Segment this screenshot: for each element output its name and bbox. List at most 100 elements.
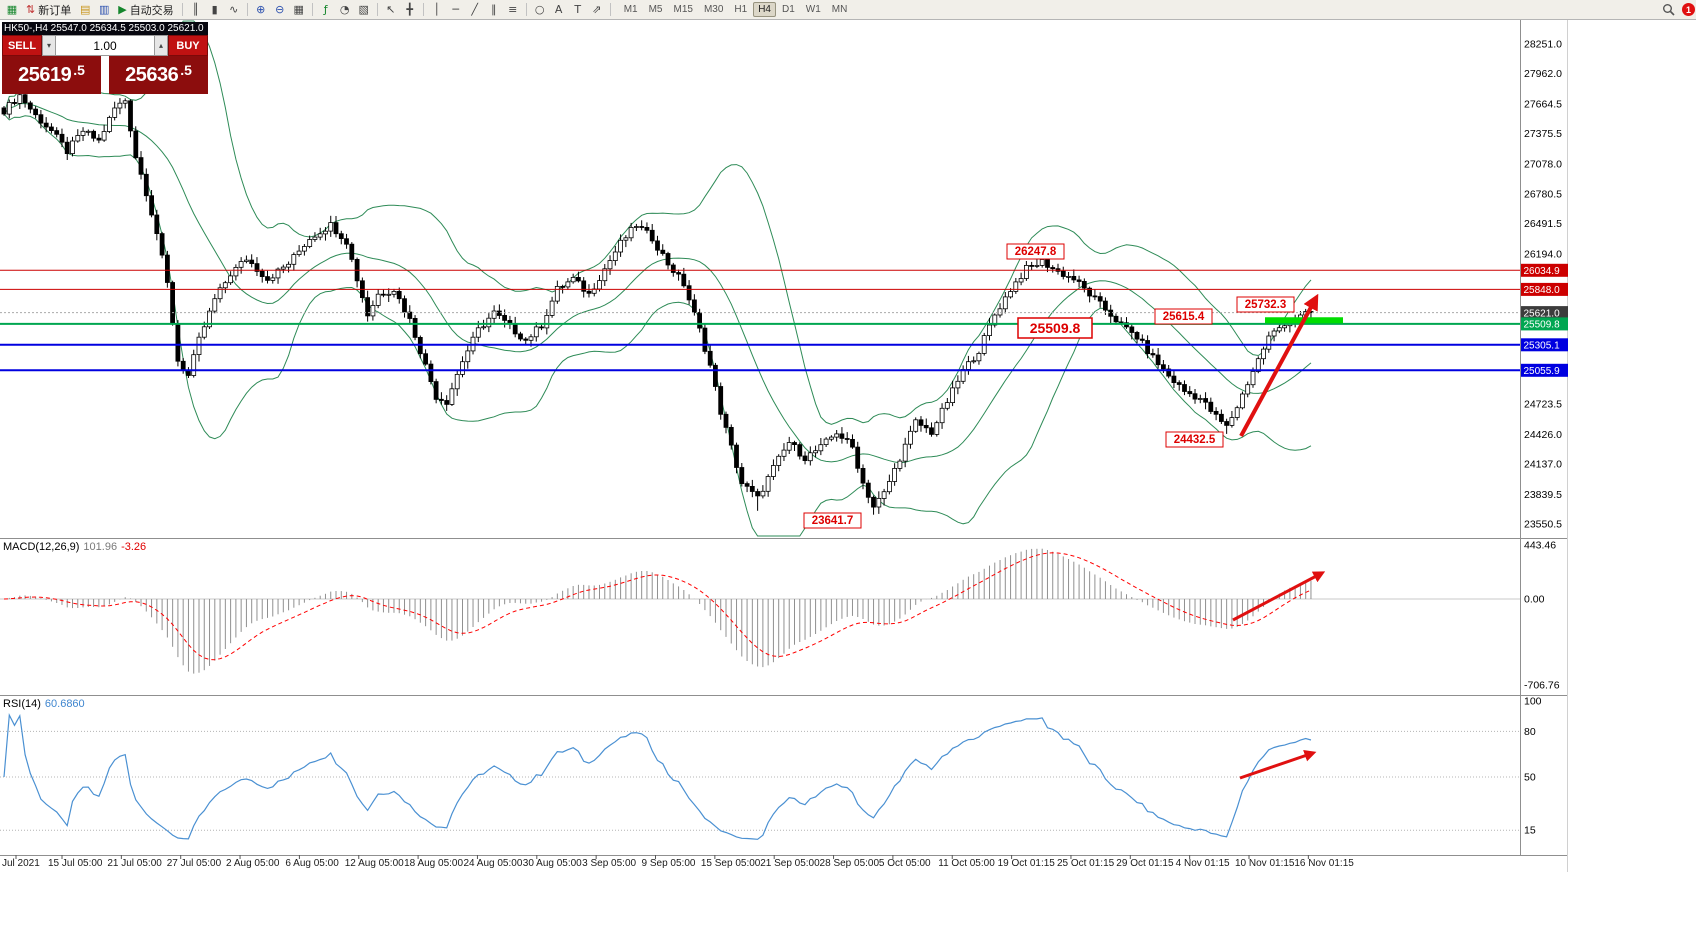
toolbar-separator bbox=[422, 3, 424, 16]
time-axis[interactable]: Jul 2021 15 Jul 05:00 21 Jul 05:00 27 Jul 0… bbox=[2, 855, 1354, 869]
channel-tool-icon[interactable]: ∥ bbox=[490, 3, 497, 16]
svg-text:24426.0: 24426.0 bbox=[1524, 429, 1562, 441]
chart-ohlc-info: HK50-,H4 25547.0 25634.5 25503.0 25621.0 bbox=[2, 22, 208, 35]
timeframe-M1[interactable]: M1 bbox=[623, 4, 638, 15]
timeframe-MN[interactable]: MN bbox=[831, 4, 848, 15]
svg-text:23839.5: 23839.5 bbox=[1524, 489, 1562, 501]
autotrading-label: 自动交易 bbox=[129, 4, 174, 17]
tile-windows-icon[interactable]: ▦ bbox=[293, 3, 304, 16]
price-axis[interactable]: 28251.0 27962.0 27664.5 27375.5 27078.0 26780… bbox=[1521, 39, 1568, 531]
price-tag-25055.9 bbox=[1521, 363, 1568, 377]
svg-text:0.00: 0.00 bbox=[1524, 594, 1545, 606]
svg-text:27962.0: 27962.0 bbox=[1524, 68, 1562, 80]
crosshair-icon[interactable]: ╋ bbox=[406, 3, 413, 16]
toolbar-separator bbox=[246, 3, 248, 16]
macd-histogram bbox=[8, 548, 1312, 674]
text-tool-icon[interactable]: A bbox=[554, 3, 563, 16]
bid-ask-prices: 25619 .5 25636 .5 bbox=[2, 56, 208, 94]
price-callout-box[interactable] bbox=[1154, 308, 1213, 325]
svg-text:15: 15 bbox=[1524, 825, 1536, 837]
svg-text:21 Sep 05:00: 21 Sep 05:00 bbox=[760, 858, 820, 869]
svg-text:27375.5: 27375.5 bbox=[1524, 128, 1562, 140]
order-controls-row: SELL ▾ ▴ BUY bbox=[2, 35, 208, 56]
buy-price-frac: .5 bbox=[180, 62, 192, 78]
bar-chart-mode-icon[interactable]: ║ bbox=[192, 3, 199, 16]
timeframe-D1[interactable]: D1 bbox=[782, 4, 795, 15]
price-callout-box[interactable] bbox=[1017, 317, 1093, 339]
candlestick-mode-icon[interactable]: ▮ bbox=[211, 3, 218, 16]
timeframe-M30[interactable]: M30 bbox=[703, 4, 724, 15]
svg-text:80: 80 bbox=[1524, 726, 1536, 738]
svg-text:4 Nov 01:15: 4 Nov 01:15 bbox=[1176, 858, 1230, 869]
new-chart-icon[interactable]: ▦ bbox=[6, 3, 18, 16]
zoom-out-icon[interactable]: ⊖ bbox=[275, 3, 285, 16]
text-label-tool-icon[interactable]: T bbox=[574, 3, 582, 16]
new-order-button[interactable]: ⇅ 新订单 bbox=[22, 2, 75, 18]
timeframe-M15[interactable]: M15 bbox=[673, 4, 693, 15]
timeframe-H4[interactable]: H4 bbox=[753, 2, 776, 17]
rsi-value: 60.6860 bbox=[44, 698, 85, 710]
buy-button[interactable]: BUY bbox=[168, 35, 208, 56]
trendline-tool-icon[interactable]: ╱ bbox=[471, 3, 478, 16]
buy-price-main: 25636 bbox=[125, 63, 179, 86]
macd-axis: 443.46 0.00 -706.76 bbox=[1524, 539, 1560, 691]
indicators-icon[interactable]: ƒ bbox=[323, 3, 328, 16]
timeframe-H1[interactable]: H1 bbox=[734, 4, 748, 15]
horizontal-line-tool-icon[interactable]: ─ bbox=[452, 3, 459, 16]
volume-input[interactable] bbox=[56, 35, 154, 56]
horizontal-lines[interactable] bbox=[0, 269, 1520, 372]
cursor-icon[interactable]: ↖ bbox=[386, 3, 396, 16]
profiles-icon[interactable]: ▤ bbox=[80, 3, 91, 16]
svg-text:26780.5: 26780.5 bbox=[1524, 189, 1562, 201]
price-callout-box[interactable] bbox=[803, 512, 862, 529]
autotrading-play-icon: ▶ bbox=[118, 4, 127, 16]
price-tag-26034.9 bbox=[1521, 263, 1568, 277]
bollinger-lower bbox=[3, 113, 1312, 537]
svg-text:2 Aug 05:00: 2 Aug 05:00 bbox=[226, 858, 280, 869]
svg-text:3 Sep 05:00: 3 Sep 05:00 bbox=[582, 858, 636, 869]
vertical-line-tool-icon[interactable]: │ bbox=[433, 3, 440, 16]
macd-signal-value: -3.26 bbox=[121, 541, 147, 553]
notification-badge[interactable]: 1 bbox=[1682, 3, 1695, 16]
volume-decrease-button[interactable]: ▾ bbox=[42, 35, 56, 56]
svg-text:26491.5: 26491.5 bbox=[1524, 218, 1562, 230]
trend-arrow[interactable] bbox=[1239, 750, 1317, 780]
price-tag-25509.8 bbox=[1521, 317, 1568, 331]
svg-text:25055.9: 25055.9 bbox=[1524, 366, 1561, 377]
svg-text:27664.5: 27664.5 bbox=[1524, 98, 1562, 110]
search-icon[interactable] bbox=[1659, 2, 1677, 18]
price-callout-box[interactable] bbox=[1006, 243, 1065, 260]
new-order-label: 新订单 bbox=[38, 4, 72, 17]
svg-text:25621.0: 25621.0 bbox=[1524, 308, 1561, 319]
sell-price[interactable]: 25619 .5 bbox=[2, 56, 101, 94]
fibonacci-tool-icon[interactable]: ≡ bbox=[508, 3, 518, 16]
trend-arrow[interactable] bbox=[1232, 571, 1326, 622]
svg-text:12 Aug 05:00: 12 Aug 05:00 bbox=[345, 858, 404, 869]
timeframe-M5[interactable]: M5 bbox=[648, 4, 663, 15]
svg-text:9 Sep 05:00: 9 Sep 05:00 bbox=[642, 858, 696, 869]
market-watch-icon[interactable]: ▥ bbox=[99, 3, 110, 16]
timeframe-W1[interactable]: W1 bbox=[805, 4, 821, 15]
templates-icon[interactable]: ▧ bbox=[358, 3, 369, 16]
volume-increase-button[interactable]: ▴ bbox=[154, 35, 168, 56]
main-toolbar: ▦ ⇅ 新订单 ▤ ▥ ▶ 自动交易 ║ ▮ ∿ ⊕ ⊖ ▦ ƒ ◔ ▧ ↖ ╋… bbox=[0, 0, 1696, 20]
shapes-tool-icon[interactable]: ○ bbox=[534, 3, 545, 16]
rsi-line bbox=[3, 712, 1312, 840]
trend-arrow[interactable] bbox=[1239, 293, 1319, 437]
price-callout-box[interactable] bbox=[1165, 431, 1224, 448]
periods-icon[interactable]: ◔ bbox=[339, 3, 350, 16]
trend-arrows[interactable] bbox=[1232, 293, 1326, 780]
arrow-tool-icon[interactable]: ⇗ bbox=[592, 3, 602, 16]
svg-text:5 Oct 05:00: 5 Oct 05:00 bbox=[879, 858, 931, 869]
zoom-in-icon[interactable]: ⊕ bbox=[256, 3, 266, 16]
price-callout-box[interactable] bbox=[1236, 296, 1295, 313]
line-chart-mode-icon[interactable]: ∿ bbox=[229, 3, 239, 16]
svg-text:15 Jul 05:00: 15 Jul 05:00 bbox=[48, 858, 103, 869]
svg-text:25509.8: 25509.8 bbox=[1030, 320, 1081, 336]
price-tag-25305.1 bbox=[1521, 338, 1568, 352]
price-callouts[interactable]: 26247.8 25732.3 25615.4 25509.8 24432.5 23641… bbox=[803, 243, 1295, 529]
sell-button[interactable]: SELL bbox=[2, 35, 42, 56]
autotrading-button[interactable]: ▶ 自动交易 bbox=[114, 2, 177, 18]
buy-price[interactable]: 25636 .5 bbox=[109, 56, 208, 94]
